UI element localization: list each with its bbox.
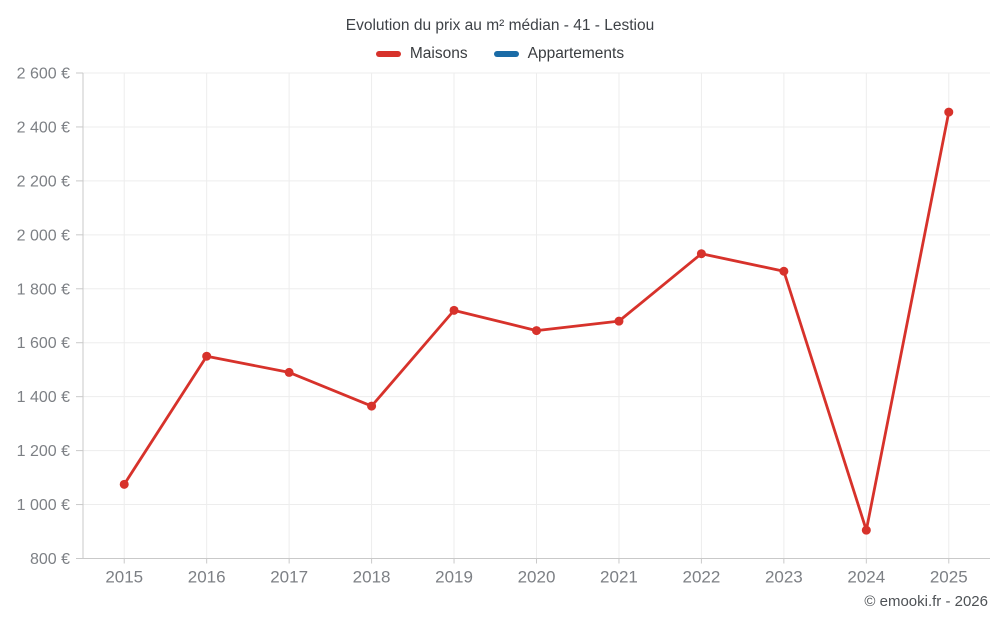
svg-text:2 200 €: 2 200 € bbox=[17, 173, 70, 190]
maisons-color-swatch bbox=[375, 51, 401, 57]
legend-label-appartements: Appartements bbox=[527, 45, 625, 62]
data-point-2022[interactable] bbox=[696, 249, 706, 259]
svg-text:2024: 2024 bbox=[847, 568, 885, 587]
data-point-2016[interactable] bbox=[202, 351, 212, 361]
series-points-maisons bbox=[119, 107, 954, 535]
data-point-2023[interactable] bbox=[779, 266, 789, 276]
copyright-footer: © emooki.fr - 2026 bbox=[864, 593, 988, 610]
svg-text:2023: 2023 bbox=[765, 568, 803, 587]
data-point-2018[interactable] bbox=[367, 401, 377, 411]
x-tick-labels: 2015 2016 2017 2018 2019 2020 2021 2022 2023 2024… bbox=[105, 568, 967, 587]
data-point-2024[interactable] bbox=[861, 525, 871, 535]
svg-text:2017: 2017 bbox=[270, 568, 308, 587]
y-gridlines bbox=[83, 72, 990, 506]
svg-text:800 €: 800 € bbox=[30, 551, 70, 568]
data-point-2019[interactable] bbox=[449, 305, 459, 315]
svg-text:2025: 2025 bbox=[930, 568, 968, 587]
legend-item-appartements[interactable]: Appartements bbox=[493, 45, 625, 63]
svg-text:1 400 €: 1 400 € bbox=[17, 389, 70, 406]
svg-text:1 000 €: 1 000 € bbox=[17, 497, 70, 514]
svg-text:2020: 2020 bbox=[518, 568, 556, 587]
legend-label-maisons: Maisons bbox=[409, 45, 468, 62]
svg-text:2021: 2021 bbox=[600, 568, 638, 587]
svg-text:2015: 2015 bbox=[105, 568, 143, 587]
svg-text:1 600 €: 1 600 € bbox=[17, 335, 70, 352]
appartements-color-swatch bbox=[493, 51, 519, 57]
data-point-2017[interactable] bbox=[284, 367, 294, 377]
axis-ticks bbox=[76, 72, 950, 564]
svg-text:2 000 €: 2 000 € bbox=[17, 227, 70, 244]
svg-text:2016: 2016 bbox=[188, 568, 226, 587]
svg-text:2018: 2018 bbox=[353, 568, 391, 587]
legend-item-maisons[interactable]: Maisons bbox=[375, 45, 468, 63]
data-point-2020[interactable] bbox=[532, 326, 541, 336]
y-tick-labels: 800 € 1 000 € 1 200 € 1 400 € 1 600 € 1 800 €… bbox=[17, 66, 70, 569]
svg-text:2019: 2019 bbox=[435, 568, 473, 587]
svg-text:2 400 €: 2 400 € bbox=[17, 119, 70, 136]
svg-text:2 600 €: 2 600 € bbox=[17, 66, 70, 83]
data-point-2021[interactable] bbox=[614, 316, 624, 326]
svg-text:1 800 €: 1 800 € bbox=[17, 281, 70, 298]
svg-text:1 200 €: 1 200 € bbox=[17, 443, 70, 460]
x-gridlines bbox=[123, 73, 950, 559]
data-point-2025[interactable] bbox=[944, 107, 954, 117]
chart-legend: Maisons Appartements bbox=[0, 45, 1000, 63]
chart-title: Evolution du prix au m² médian - 41 - Le… bbox=[345, 17, 655, 34]
data-point-2015[interactable] bbox=[119, 479, 129, 489]
svg-text:2022: 2022 bbox=[682, 568, 720, 587]
